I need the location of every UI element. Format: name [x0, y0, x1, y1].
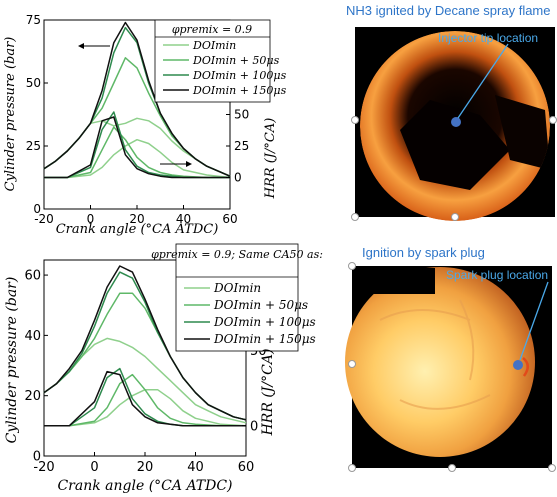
- injector-tip-pointer: [457, 43, 509, 119]
- legend-label: DOImin: [213, 281, 261, 295]
- flame-cutout: [355, 268, 435, 294]
- x-tick-label: 0: [87, 212, 95, 226]
- legend-title: φpremix = 0.9: [172, 23, 252, 36]
- bottom-ylabel: Cylinder pressure (bar): [4, 277, 20, 444]
- series-line-right-1: [44, 373, 246, 427]
- y2-tick-label: 0: [234, 171, 242, 185]
- series-line-left-0: [43, 117, 231, 177]
- bottom-chart-legend: φpremix = 0.9; Same CA50 as: DOImin DOImi…: [151, 243, 323, 352]
- y-tick-label: 75: [26, 13, 41, 27]
- spark-plug-marker: [513, 360, 523, 370]
- y2-tick-label: 25: [234, 139, 249, 153]
- spark-flame-image: Spark plug location Ignition by spark pl…: [345, 245, 556, 472]
- x-tick-label: 20: [129, 212, 144, 226]
- spark-plug-label: Spark plug location: [446, 268, 548, 282]
- decane-flame-caption: NH3 ignited by Decane spray flame: [346, 3, 551, 18]
- x-tick-label: 40: [187, 460, 204, 475]
- x-tick-label: 40: [176, 212, 191, 226]
- x-tick-label: 0: [90, 460, 98, 475]
- injector-tip-label: Injector tip location: [438, 31, 538, 45]
- legend-label: DOImin + 50μs: [213, 298, 308, 312]
- spark-flame-caption: Ignition by spark plug: [362, 245, 485, 260]
- top-chart: -20020406002550750255075100 φpremix = 0.…: [3, 13, 287, 237]
- y-tick-label: 60: [24, 269, 41, 284]
- series-line-right-1: [44, 126, 230, 179]
- spark-electrode: [522, 357, 529, 377]
- series-line-left-3: [43, 265, 247, 421]
- flame-ridges: [379, 299, 491, 410]
- series-line-right-0: [44, 138, 231, 179]
- y2-tick-label: 0: [250, 419, 258, 434]
- top-xlabel: Crank angle (°CA ATDC): [56, 222, 219, 237]
- bottom-xlabel: Crank angle (°CA ATDC): [57, 478, 232, 494]
- top-y2label: HRR (J/°CA): [263, 118, 278, 200]
- legend-label: DOImin + 150μs: [213, 332, 316, 346]
- bottom-y2label: HRR (J/°CA): [260, 349, 276, 437]
- injector-tip-marker: [451, 117, 461, 127]
- hrr-axis-arrow: [160, 161, 192, 167]
- flame-dark-regions: [400, 95, 550, 190]
- y-tick-label: 20: [24, 389, 41, 404]
- decane-flame-image: Injector tip location NH3 ignited by Dec…: [346, 3, 557, 221]
- legend-title: φpremix = 0.9; Same CA50 as:: [151, 248, 323, 261]
- legend-label: DOImin + 150μs: [192, 84, 287, 97]
- top-chart-legend: φpremix = 0.9 DOImin DOImin + 50μs DOImin …: [154, 19, 287, 103]
- x-tick-label: -20: [33, 460, 54, 475]
- x-tick-label: 20: [137, 460, 154, 475]
- y-tick-label: 50: [26, 76, 41, 90]
- image-handles[interactable]: [348, 262, 556, 472]
- y-tick-label: 0: [33, 450, 41, 465]
- flame-disk: [345, 267, 535, 457]
- x-tick-label: -20: [34, 212, 54, 226]
- legend-box: [175, 243, 299, 352]
- top-chart-series: [43, 21, 231, 179]
- bottom-chart-series: [43, 265, 247, 427]
- x-tick-label: 60: [238, 460, 255, 475]
- y-tick-label: 0: [33, 202, 41, 216]
- y2-tick-label: 50: [234, 108, 249, 122]
- legend-label: DOImin + 50μs: [192, 54, 280, 67]
- legend-label: DOImin + 100μs: [192, 69, 287, 82]
- series-line-left-3: [43, 21, 231, 177]
- x-tick-label: 60: [222, 212, 237, 226]
- legend-box: [154, 19, 271, 103]
- pressure-axis-arrow: [78, 43, 110, 49]
- legend-label: DOImin + 100μs: [213, 315, 316, 329]
- image-handles[interactable]: [351, 116, 557, 221]
- y-tick-label: 25: [26, 139, 41, 153]
- series-line-right-3: [44, 370, 246, 427]
- y-tick-label: 40: [24, 329, 41, 344]
- series-line-right-3: [44, 116, 230, 179]
- legend-label: DOImin: [192, 39, 236, 52]
- spark-plug-pointer: [519, 281, 549, 361]
- top-ylabel: Cylinder pressure (bar): [3, 37, 18, 192]
